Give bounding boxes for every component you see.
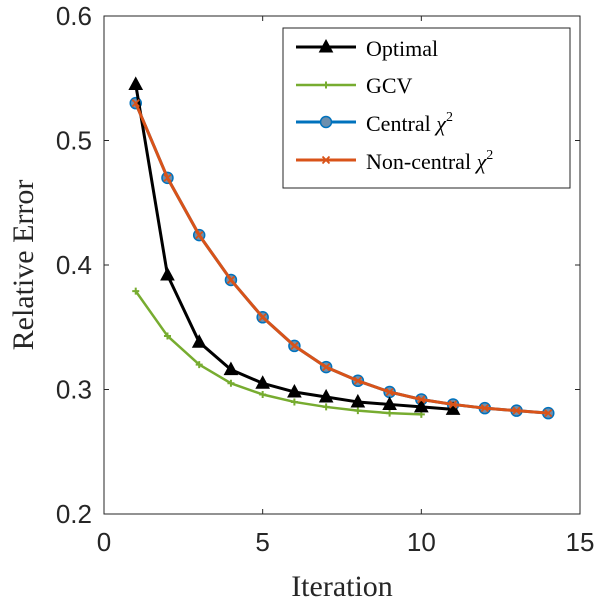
data-point-gcv <box>290 398 298 406</box>
data-point-optimal <box>318 388 334 403</box>
series-non-central-chi2 <box>131 99 553 418</box>
y-tick-label: 0.6 <box>56 1 92 31</box>
y-tick-label: 0.3 <box>56 375 92 405</box>
x-tick-label: 15 <box>566 527 595 557</box>
data-point-non-central-chi2 <box>480 404 489 413</box>
data-point-optimal <box>445 401 461 415</box>
legend-chi-symbol-2: χ <box>475 149 488 174</box>
data-point-non-central-chi2 <box>385 387 394 397</box>
legend-marker-non-central-chi2 <box>321 155 331 165</box>
data-point-non-central-chi2 <box>195 230 204 240</box>
data-point-non-central-chi2 <box>353 376 363 385</box>
y-tick-label: 0.4 <box>56 250 92 280</box>
x-tick-label: 10 <box>407 527 436 557</box>
legend-marker-central-chi2 <box>319 115 333 129</box>
data-point-non-central-chi2 <box>163 173 172 182</box>
data-point-non-central-chi2 <box>512 406 521 415</box>
y-tick-label: 0.5 <box>56 126 92 156</box>
legend-label-central-text: Central <box>366 111 436 136</box>
series-line-gcv <box>134 290 422 416</box>
legend-chi-superscript: 2 <box>446 110 453 125</box>
data-point-non-central-chi2 <box>131 99 140 108</box>
data-point-optimal <box>128 76 144 90</box>
data-point-optimal <box>350 393 366 408</box>
legend-chi-symbol: χ <box>434 111 447 136</box>
legend-chi-superscript-2: 2 <box>486 148 493 163</box>
data-point-gcv <box>354 407 362 415</box>
data-point-optimal <box>287 383 302 398</box>
data-point-optimal <box>160 266 175 281</box>
series-gcv <box>132 287 425 418</box>
data-point-gcv <box>163 332 171 340</box>
legend-label-gcv: GCV <box>366 73 413 98</box>
data-point-gcv <box>386 409 394 417</box>
legend-label-optimal: Optimal <box>366 36 438 61</box>
legend-label-noncentral-text: Non-central <box>366 149 477 174</box>
data-point-gcv <box>259 390 267 398</box>
data-point-non-central-chi2 <box>226 275 236 285</box>
data-point-non-central-chi2 <box>290 341 299 351</box>
data-point-non-central-chi2 <box>417 395 426 404</box>
legend-label-central-chi2: Central χ2 <box>366 110 453 136</box>
y-tick-label: 0.2 <box>56 499 92 529</box>
data-point-gcv <box>322 403 330 411</box>
data-point-gcv <box>227 379 235 387</box>
x-tick-label: 5 <box>255 527 269 557</box>
data-point-gcv <box>195 361 203 369</box>
x-axis-label: Iteration <box>291 570 393 603</box>
series-line-non-central-chi2 <box>134 102 549 415</box>
data-point-non-central-chi2 <box>448 400 458 409</box>
legend-label-noncentral-chi2: Non-central χ2 <box>366 148 493 174</box>
data-point-optimal <box>382 396 397 410</box>
legend: Optimal GCV Central χ2 Non-central χ2 <box>282 27 571 189</box>
data-point-optimal <box>191 334 207 348</box>
data-point-non-central-chi2 <box>321 362 331 372</box>
legend-marker-optimal <box>318 38 334 53</box>
series-optimal <box>128 76 461 415</box>
data-point-optimal <box>223 361 239 376</box>
y-axis-label: Relative Error <box>7 180 40 351</box>
legend-marker-gcv <box>322 81 330 89</box>
x-tick-label: 0 <box>97 527 111 557</box>
data-point-non-central-chi2 <box>544 409 553 418</box>
data-point-non-central-chi2 <box>258 313 267 322</box>
data-point-gcv <box>132 287 140 295</box>
data-point-optimal <box>255 375 271 389</box>
data-point-optimal <box>413 398 429 413</box>
